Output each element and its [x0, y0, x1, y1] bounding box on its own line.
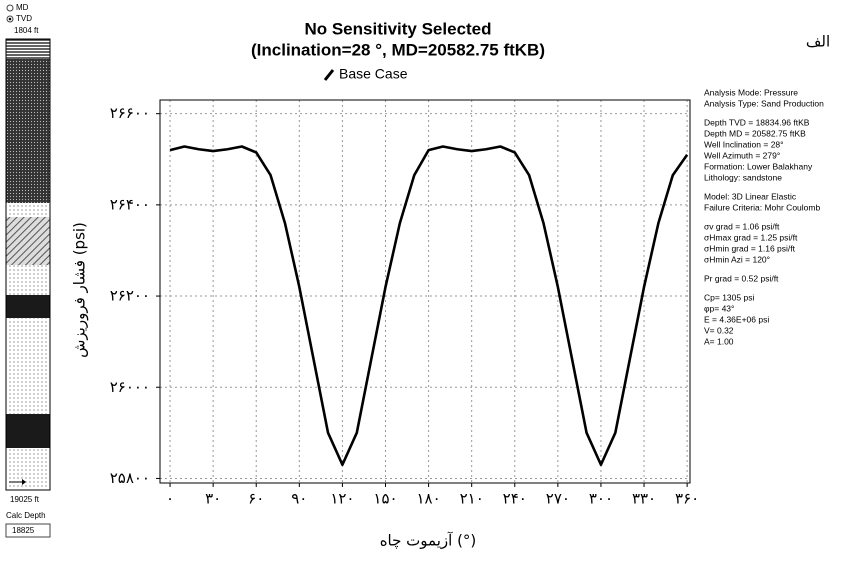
- layer: [6, 448, 50, 490]
- info-line: Depth TVD = 18834.96 ftKB: [704, 117, 810, 127]
- depth-panel: MD TVD 1804 ft 19025 ft Calc Depth 18825: [5, 3, 51, 538]
- layer: [6, 414, 50, 448]
- y-tick-label: ۲۵۸۰۰: [110, 469, 150, 487]
- radio[interactable]: [6, 4, 14, 12]
- y-axis-label: فشار فروریزش (psi): [71, 222, 89, 358]
- x-tick-label: ۳۳۰: [632, 490, 656, 508]
- info-line: σHmax grad = 1.25 psi/ft: [704, 232, 798, 242]
- radio-label: TVD: [16, 14, 32, 23]
- info-line: σv grad = 1.06 psi/ft: [704, 221, 780, 231]
- radio-dot: [8, 17, 12, 21]
- x-tick-label: ۲۷۰: [546, 490, 570, 508]
- x-tick-label: ۶۰: [248, 490, 264, 508]
- y-tick-label: ۲۶۰۰۰: [110, 378, 150, 396]
- layer: [6, 203, 50, 217]
- info-line: Depth MD = 20582.75 ftKB: [704, 128, 806, 138]
- x-tick-label: ۹۰: [291, 490, 307, 508]
- x-tick-label: ۳۶۰: [675, 490, 699, 508]
- layer: [6, 39, 50, 59]
- x-tick-label: ۰: [166, 490, 174, 508]
- column-border: [5, 38, 51, 491]
- x-tick-label: ۳۰: [205, 490, 221, 508]
- legend-label: Base Case: [339, 66, 408, 82]
- info-line: Model: 3D Linear Elastic: [704, 191, 797, 201]
- x-tick-label: ۱۵۰: [373, 490, 397, 508]
- calc-label: Calc Depth: [6, 511, 46, 520]
- legend-swatch: [323, 69, 335, 81]
- info-line: Formation: Lower Balakhany: [704, 161, 813, 171]
- info-line: Well Inclination = 28°: [704, 139, 784, 149]
- info-line: E = 4.36E+06 psi: [704, 314, 769, 324]
- corner-label: الف: [806, 33, 830, 51]
- layer: [6, 59, 50, 203]
- y-tick-label: ۲۶۴۰۰: [110, 195, 150, 213]
- layer: [6, 318, 50, 414]
- calc-value: 18825: [12, 526, 35, 535]
- chart-title: No Sensitivity Selected: [304, 19, 491, 38]
- depth-label: 19025 ft: [10, 495, 40, 504]
- x-tick-label: ۲۱۰: [460, 490, 484, 508]
- depth-label: 1804 ft: [14, 26, 39, 35]
- x-tick-label: ۲۴۰: [503, 490, 527, 508]
- y-tick-label: ۲۶۲۰۰: [110, 287, 150, 305]
- layer: [6, 265, 50, 295]
- calc-input[interactable]: [5, 523, 51, 538]
- y-tick-label: ۲۶۶۰۰: [110, 104, 150, 122]
- info-line: σHmin Azi = 120°: [704, 254, 770, 264]
- info-line: Analysis Type: Sand Production: [704, 98, 824, 108]
- x-axis-label: آزیموت چاه (°): [380, 532, 477, 550]
- info-line: Failure Criteria: Mohr Coulomb: [704, 202, 820, 212]
- line: [169, 145, 689, 467]
- radio-label: MD: [16, 3, 29, 12]
- plot-frame: [159, 99, 691, 484]
- info-line: Pr grad = 0.52 psi/ft: [704, 273, 779, 283]
- x-tick-label: ۱۸۰: [417, 490, 441, 508]
- info-line: Lithology: sandstone: [704, 172, 782, 182]
- info-line: V= 0.32: [704, 325, 734, 335]
- info-line: Well Azimuth = 279°: [704, 150, 780, 160]
- x-tick-label: ۳۰۰: [589, 490, 613, 508]
- layer: [6, 295, 50, 318]
- info-line: A= 1.00: [704, 336, 734, 346]
- info-line: σHmin grad = 1.16 psi/ft: [704, 243, 796, 253]
- chart-subtitle: (Inclination=28 °, MD=20582.75 ftKB): [251, 40, 545, 59]
- x-tick-label: ۱۲۰: [330, 490, 354, 508]
- info-line: φp= 43°: [704, 303, 734, 313]
- depth-arrow: [22, 479, 26, 485]
- info-line: Cp= 1305 psi: [704, 292, 754, 302]
- info-line: Analysis Mode: Pressure: [704, 87, 798, 97]
- layer: [6, 217, 50, 265]
